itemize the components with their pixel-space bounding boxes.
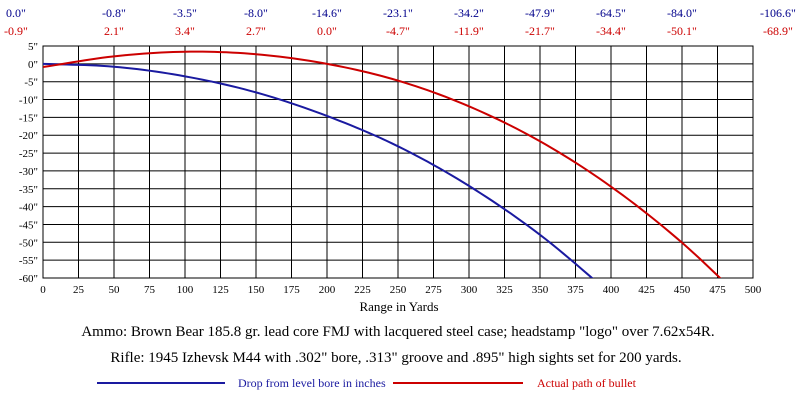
path-value-label: -0.9" xyxy=(4,24,28,38)
ammo-note: Ammo: Brown Bear 185.8 gr. lead core FMJ… xyxy=(81,324,714,340)
legend-label-drop: Drop from level bore in inches xyxy=(238,376,386,390)
series-line-drop xyxy=(43,62,594,278)
series-line-path xyxy=(43,50,722,278)
y-tick-label: -55" xyxy=(19,255,38,267)
chart-series xyxy=(43,50,722,278)
drop-value-label: -0.8" xyxy=(102,6,126,20)
legend-label-path: Actual path of bullet xyxy=(537,376,637,390)
x-axis-ticks: 0 25 50 75 100 125 150 175 200 225 250 275 300 325 350… xyxy=(40,284,762,296)
drop-value-label: -64.5" xyxy=(596,6,626,20)
drop-value-label: -106.6" xyxy=(760,6,796,20)
y-tick-label: -20" xyxy=(19,130,38,142)
y-tick-label: -40" xyxy=(19,202,38,214)
drop-value-label: -84.0" xyxy=(667,6,697,20)
path-value-label: -11.9" xyxy=(454,24,484,38)
y-tick-label: 0" xyxy=(28,59,38,71)
top-value-labels: 0.0" -0.9" -0.8" 2.1" -3.5" 3.4" -8.0" 2.7" -14.… xyxy=(4,6,796,38)
x-tick-label: 225 xyxy=(354,284,371,296)
drop-value-label: -47.9" xyxy=(525,6,555,20)
x-tick-label: 450 xyxy=(674,284,691,296)
x-tick-label: 375 xyxy=(567,284,584,296)
path-value-label: -50.1" xyxy=(667,24,697,38)
path-value-label: -21.7" xyxy=(525,24,555,38)
drop-value-label: -14.6" xyxy=(312,6,342,20)
x-tick-label: 100 xyxy=(177,284,194,296)
path-value-label: 2.7" xyxy=(246,24,266,38)
path-value-label: 0.0" xyxy=(317,24,337,38)
x-tick-label: 300 xyxy=(461,284,478,296)
drop-value-label: -8.0" xyxy=(244,6,268,20)
y-tick-label: -60" xyxy=(19,273,38,285)
path-value-label: -68.9" xyxy=(763,24,793,38)
x-tick-label: 200 xyxy=(319,284,336,296)
x-tick-label: 150 xyxy=(248,284,265,296)
x-axis-label: Range in Yards xyxy=(359,299,438,314)
path-value-label: 3.4" xyxy=(175,24,195,38)
x-tick-label: 400 xyxy=(603,284,620,296)
chart-grid xyxy=(42,45,754,279)
y-tick-label: -25" xyxy=(19,148,38,160)
x-tick-label: 500 xyxy=(745,284,762,296)
path-value-label: -34.4" xyxy=(596,24,626,38)
drop-value-label: -23.1" xyxy=(383,6,413,20)
rifle-note: Rifle: 1945 Izhevsk M44 with .302" bore,… xyxy=(110,350,681,366)
y-tick-label: -45" xyxy=(19,219,38,231)
x-tick-label: 0 xyxy=(40,284,46,296)
x-tick-label: 425 xyxy=(638,284,655,296)
x-tick-label: 325 xyxy=(496,284,513,296)
path-value-label: -4.7" xyxy=(386,24,410,38)
x-tick-label: 75 xyxy=(144,284,156,296)
x-tick-label: 250 xyxy=(390,284,407,296)
drop-value-label: -3.5" xyxy=(173,6,197,20)
y-tick-label: 5" xyxy=(28,41,38,53)
x-tick-label: 175 xyxy=(283,284,300,296)
y-axis-ticks: 5" 0" -5" -10" -15" -20" -25" -30" -35" -40" -45" -… xyxy=(19,41,38,285)
drop-value-label: 0.0" xyxy=(6,6,26,20)
y-tick-label: -5" xyxy=(24,77,38,89)
drop-value-label: -34.2" xyxy=(454,6,484,20)
y-tick-label: -15" xyxy=(19,112,38,124)
y-tick-label: -50" xyxy=(19,237,38,249)
x-tick-label: 125 xyxy=(212,284,229,296)
path-value-label: 2.1" xyxy=(104,24,124,38)
x-tick-label: 50 xyxy=(109,284,121,296)
y-tick-label: -30" xyxy=(19,166,38,178)
y-tick-label: -10" xyxy=(19,95,38,107)
y-tick-label: -35" xyxy=(19,184,38,196)
x-tick-label: 25 xyxy=(73,284,85,296)
x-tick-label: 350 xyxy=(532,284,549,296)
x-tick-label: 275 xyxy=(425,284,442,296)
legend: Drop from level bore in inches Actual pa… xyxy=(97,376,637,390)
x-tick-label: 475 xyxy=(709,284,726,296)
